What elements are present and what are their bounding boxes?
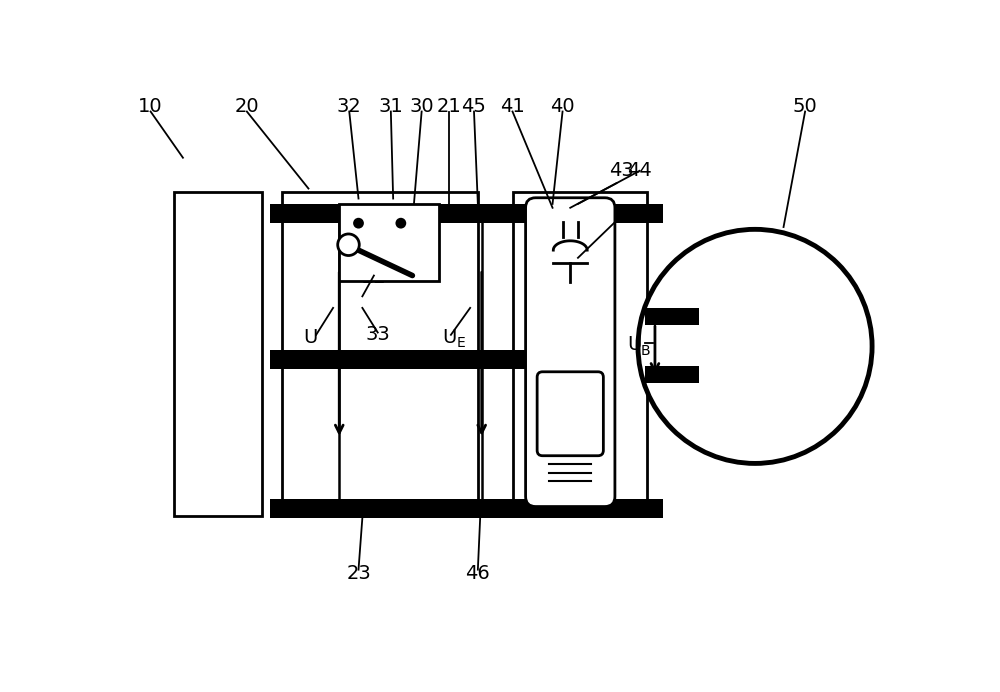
Circle shape	[353, 218, 364, 228]
Text: E: E	[457, 336, 465, 349]
Text: U: U	[627, 336, 641, 354]
Bar	[270, 350, 543, 370]
Bar	[339, 204, 439, 281]
Text: U: U	[304, 327, 318, 347]
Text: 22: 22	[362, 268, 386, 286]
Bar	[512, 192, 647, 516]
Bar	[645, 366, 699, 383]
Bar	[174, 192, 262, 516]
Text: 41: 41	[500, 97, 525, 116]
Text: 45: 45	[462, 97, 486, 116]
Circle shape	[338, 234, 359, 255]
Text: B: B	[641, 344, 651, 358]
FancyBboxPatch shape	[526, 198, 615, 507]
Text: 10: 10	[138, 97, 163, 116]
Text: 31: 31	[378, 97, 403, 116]
Bar	[501, 499, 663, 518]
Bar	[501, 204, 663, 224]
Bar	[645, 308, 699, 325]
Circle shape	[395, 218, 406, 228]
Text: 50: 50	[793, 97, 817, 116]
FancyBboxPatch shape	[537, 372, 603, 456]
Text: 32: 32	[337, 97, 362, 116]
Bar	[270, 204, 543, 224]
Circle shape	[638, 229, 872, 464]
Text: 21: 21	[436, 97, 461, 116]
Text: 42: 42	[609, 206, 634, 225]
Text: 23: 23	[346, 564, 371, 583]
Bar	[282, 192, 478, 516]
Text: 30: 30	[409, 97, 434, 116]
Bar	[270, 499, 543, 518]
Text: 46: 46	[465, 564, 490, 583]
Text: 20: 20	[235, 97, 259, 116]
Text: 40: 40	[550, 97, 575, 116]
Text: 43: 43	[609, 161, 634, 181]
Text: 33: 33	[365, 325, 390, 345]
Text: 44: 44	[627, 161, 652, 181]
Text: U: U	[442, 327, 457, 347]
